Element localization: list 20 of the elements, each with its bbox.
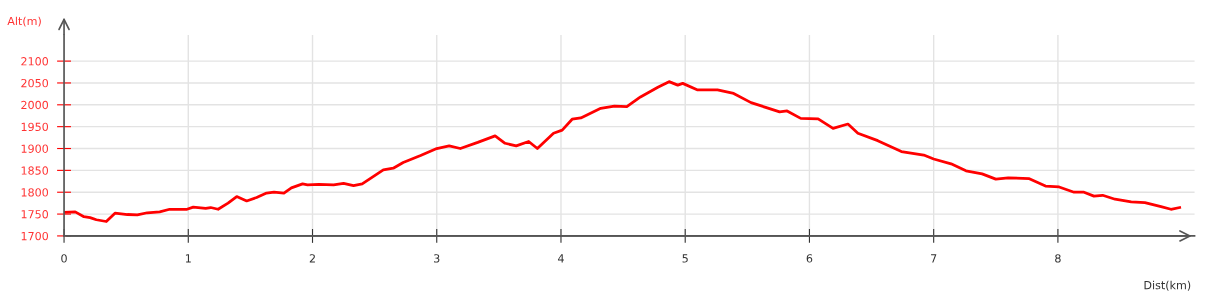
x-tick-label: 2 [309,254,315,263]
x-tick-label: 0 [61,254,67,263]
x-tick-label: 1 [185,254,191,263]
y-tick-label: 1700 [21,231,49,241]
x-tick-label: 3 [434,254,440,263]
x-tick-label: 6 [806,254,813,263]
y-tick-label: 2100 [21,57,49,66]
y-axis-title: Alt(m) [7,16,41,27]
y-tick-label: 1900 [21,144,49,153]
y-tick-label: 2000 [21,100,49,110]
x-axis-title: Dist(km) [1144,280,1191,291]
y-tick-label: 1950 [21,122,49,132]
x-tick-label: 5 [682,254,688,263]
y-tick-label: 1800 [21,188,49,197]
x-tick-label: 8 [1055,254,1061,263]
y-tick-label: 1850 [21,166,49,175]
y-tick-label: 2050 [21,78,49,88]
y-tick-label: 1750 [21,210,49,219]
x-tick-label: 4 [557,254,564,263]
x-tick-label: 7 [931,254,937,263]
